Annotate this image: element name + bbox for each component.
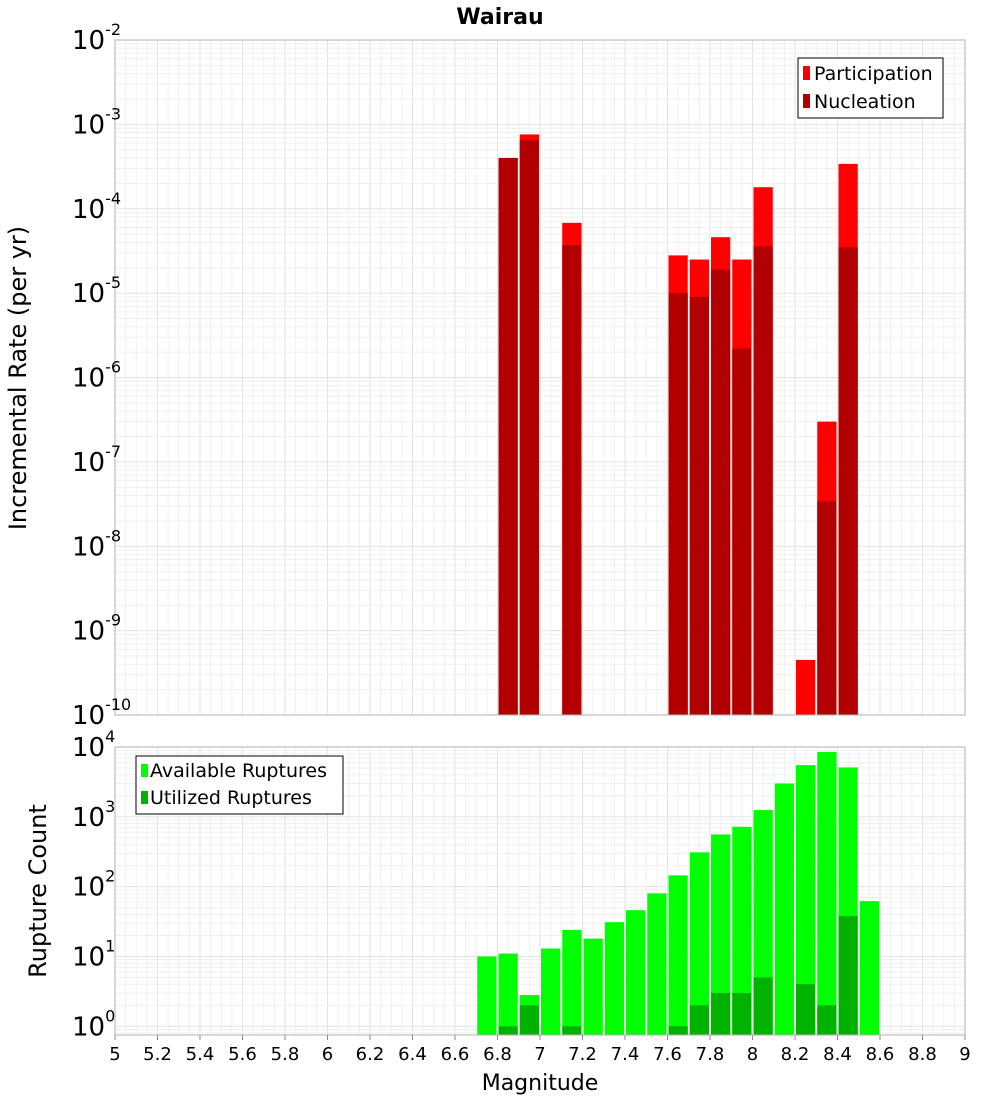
bar-utilized-ruptures [668, 1026, 688, 1035]
x-tick-label: 6.2 [356, 1044, 385, 1065]
rate-plot-bars [498, 134, 858, 716]
bar-nucleation [753, 246, 773, 715]
x-tick-label: 8.2 [781, 1044, 810, 1065]
x-tick-label: 6 [322, 1044, 333, 1065]
count-plot-y-ticks: 104 103 102 101 100 [72, 727, 115, 1042]
bar-available-ruptures [859, 901, 879, 1035]
count-y-axis-label: Rupture Count [24, 804, 52, 978]
count-legend: Available Ruptures Utilized Ruptures [135, 755, 344, 815]
legend-label-utilized: Utilized Ruptures [150, 787, 312, 809]
rate-y-tick-label: 10-8 [72, 526, 121, 562]
bar-available-ruptures [711, 834, 731, 1035]
x-tick-label: 7 [534, 1044, 545, 1065]
bar-nucleation [668, 293, 688, 715]
bar-nucleation [519, 140, 539, 716]
x-tick-label: 6.8 [483, 1044, 512, 1065]
chart-title: Wairau [456, 5, 543, 30]
count-legend-box [135, 755, 344, 815]
bar-available-ruptures [689, 852, 709, 1035]
x-axis-label: Magnitude [482, 1071, 599, 1096]
bar-utilized-ruptures [732, 992, 752, 1035]
count-y-tick-label: 102 [72, 867, 115, 903]
rate-y-tick-label: 10-5 [72, 273, 121, 309]
bar-utilized-ruptures [562, 1026, 582, 1035]
x-tick-label: 7.4 [611, 1044, 640, 1065]
x-tick-label: 5 [109, 1044, 120, 1065]
rate-y-tick-label: 10-6 [72, 358, 121, 394]
x-tick-label: 8.8 [908, 1044, 937, 1065]
bar-available-ruptures [498, 953, 518, 1035]
count-y-tick-label: 103 [72, 797, 115, 833]
bar-nucleation [817, 501, 837, 715]
bar-available-ruptures [541, 948, 561, 1035]
x-tick-label: 8.6 [866, 1044, 895, 1065]
bar-available-ruptures [817, 751, 837, 1035]
rate-y-tick-label: 10-4 [72, 189, 121, 225]
bar-available-ruptures [774, 783, 794, 1035]
bar-utilized-ruptures [796, 984, 816, 1035]
rate-y-tick-label: 10-10 [72, 695, 131, 731]
x-tick-label: 8 [747, 1044, 758, 1065]
bar-available-ruptures [647, 893, 667, 1035]
rate-plot: 10-2 10-3 10-4 10-5 10-6 10-7 10-8 10-9 10-10 In… [4, 20, 966, 731]
x-tick-label: 9 [959, 1044, 970, 1065]
count-plot-x-ticks: 5 5.2 5.4 5.6 5.8 6 6.2 6.4 6.6 6.8 7 7.2 7.4 7.6 7.8 8… [109, 1035, 971, 1065]
legend-label-participation: Participation [814, 63, 933, 85]
rate-y-tick-label: 10-2 [72, 20, 121, 56]
x-tick-label: 6.4 [398, 1044, 427, 1065]
count-plot: 104 103 102 101 100 5 5.2 5.4 5.6 5.8 6 6.2 6.4 6.6 6… [24, 727, 971, 1096]
bar-available-ruptures [583, 938, 603, 1035]
bar-available-ruptures [477, 956, 497, 1035]
x-tick-label: 8.4 [823, 1044, 852, 1065]
count-y-tick-label: 101 [72, 936, 115, 972]
bar-nucleation [732, 348, 752, 715]
bar-available-ruptures [668, 875, 688, 1035]
bar-utilized-ruptures [817, 1005, 837, 1035]
bar-available-ruptures [732, 826, 752, 1035]
bar-nucleation [689, 296, 709, 715]
x-tick-label: 7.8 [696, 1044, 725, 1065]
bar-available-ruptures [626, 910, 646, 1035]
legend-label-available: Available Ruptures [150, 760, 327, 782]
bar-utilized-ruptures [689, 1005, 709, 1035]
x-tick-label: 6.6 [441, 1044, 470, 1065]
rate-plot-grid [115, 40, 965, 715]
bar-utilized-ruptures [519, 1005, 539, 1035]
x-tick-label: 7.6 [653, 1044, 682, 1065]
rate-plot-border [114, 39, 966, 716]
bar-participation [796, 659, 816, 715]
x-tick-label: 5.2 [143, 1044, 172, 1065]
legend-swatch-utilized [141, 791, 148, 804]
bar-nucleation [498, 157, 518, 716]
bar-utilized-ruptures [498, 1026, 518, 1035]
count-y-tick-label: 104 [72, 727, 115, 763]
bar-nucleation [838, 247, 858, 716]
rate-y-axis-label: Incremental Rate (per yr) [4, 226, 32, 530]
rate-legend: Participation Nucleation [797, 57, 944, 119]
legend-label-nucleation: Nucleation [814, 91, 916, 113]
bar-utilized-ruptures [711, 992, 731, 1035]
bar-nucleation [562, 245, 582, 715]
count-plot-bars [477, 751, 879, 1035]
count-y-tick-label: 100 [72, 1006, 115, 1042]
rate-plot-y-ticks: 10-2 10-3 10-4 10-5 10-6 10-7 10-8 10-9 10-10 [72, 20, 131, 731]
bar-available-ruptures [796, 765, 816, 1035]
bar-utilized-ruptures [753, 977, 773, 1035]
rate-legend-box [797, 57, 944, 119]
bar-available-ruptures [604, 922, 624, 1035]
rate-y-tick-label: 10-3 [72, 104, 121, 140]
bar-utilized-ruptures [838, 915, 858, 1035]
legend-swatch-nucleation [803, 94, 810, 108]
x-tick-label: 7.2 [568, 1044, 597, 1065]
bar-available-ruptures [562, 929, 582, 1035]
x-tick-label: 5.6 [228, 1044, 257, 1065]
rate-y-tick-label: 10-7 [72, 442, 121, 478]
legend-swatch-available [141, 764, 148, 777]
legend-swatch-participation [803, 66, 810, 80]
x-tick-label: 5.4 [186, 1044, 215, 1065]
rate-y-tick-label: 10-9 [72, 611, 121, 647]
x-tick-label: 5.8 [271, 1044, 300, 1065]
bar-nucleation [711, 269, 731, 715]
